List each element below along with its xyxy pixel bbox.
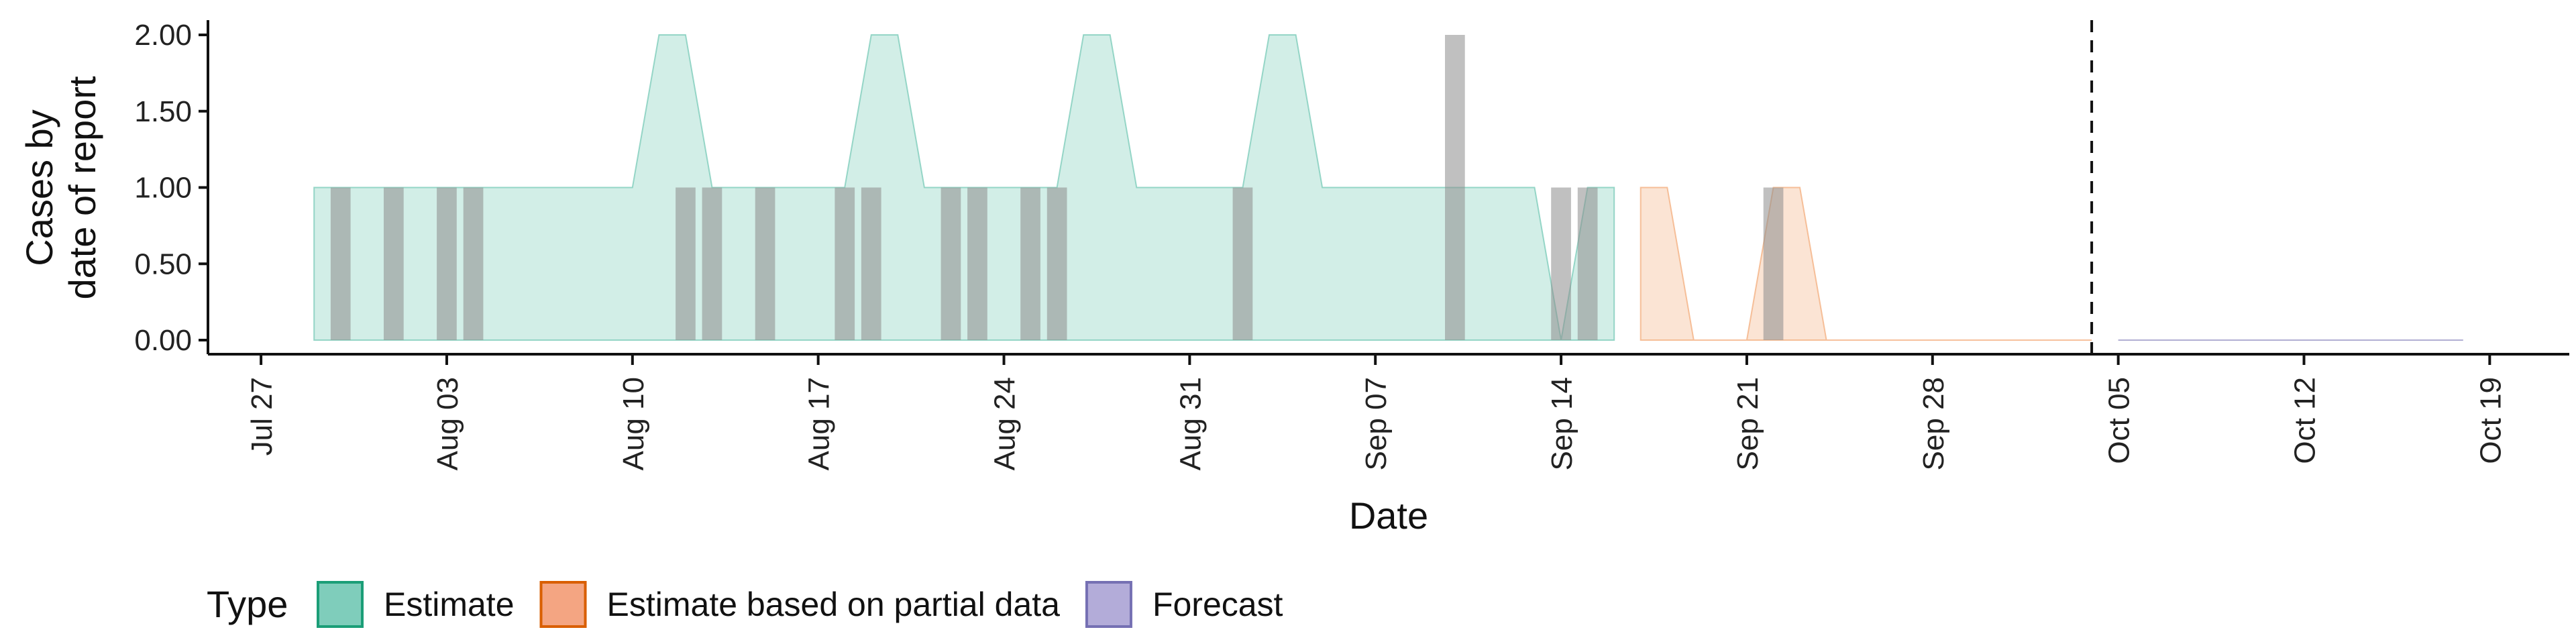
reported-bar [330, 187, 351, 340]
reported-bar [1232, 187, 1253, 340]
legend-title: Type [207, 583, 288, 625]
x-tick-label: Sep 21 [1731, 377, 1764, 470]
x-tick-label: Oct 05 [2103, 377, 2136, 464]
y-tick-label: 2.00 [134, 19, 192, 52]
reported-bar [1577, 187, 1598, 340]
x-tick-label: Aug 24 [989, 377, 1022, 470]
x-tick-label: Aug 17 [803, 377, 836, 470]
reported-bar [835, 187, 855, 340]
y-ticks: 0.00 0.50 1.00 1.50 2.00 [134, 19, 208, 357]
reported-bar [861, 187, 881, 340]
reported-bar [1020, 187, 1040, 340]
estimate-areas [313, 34, 2463, 341]
legend-swatch [539, 581, 587, 628]
x-tick-label: Sep 14 [1546, 377, 1578, 470]
y-tick-label: 1.50 [134, 95, 192, 128]
y-tick-label: 1.00 [134, 172, 192, 205]
legend-label: Forecast [1152, 586, 1283, 623]
reported-bar [967, 187, 987, 340]
x-tick-label: Oct 12 [2289, 377, 2322, 464]
legend: Type Estimate Estimate based on partial d… [207, 581, 1283, 628]
reported-bar [755, 187, 775, 340]
reported-case-bars [330, 35, 1784, 340]
legend-label: Estimate [384, 586, 515, 623]
reported-bar [702, 187, 722, 340]
x-tick-label: Oct 19 [2474, 377, 2507, 464]
x-tick-label: Sep 07 [1360, 377, 1393, 470]
reported-bar [1551, 187, 1571, 340]
y-tick-label: 0.50 [134, 248, 192, 280]
reported-bar [676, 187, 696, 340]
reported-bar [437, 187, 457, 340]
x-ticks: Jul 27 Aug 03 Aug 10 Aug 17 Aug 24 Aug 31 Sep … [246, 354, 2507, 470]
legend-swatch [317, 581, 364, 628]
area-series-0 [313, 34, 1615, 341]
x-tick-label: Jul 27 [246, 377, 278, 455]
x-tick-label: Aug 31 [1174, 377, 1207, 470]
area-series-1 [1640, 186, 2092, 341]
legend-swatch [1085, 581, 1132, 628]
x-tick-label: Aug 03 [431, 377, 464, 470]
reported-bar [463, 187, 484, 340]
y-axis-title-line-1: Cases by [18, 109, 60, 266]
reported-bar [941, 187, 961, 340]
x-tick-label: Sep 28 [1917, 377, 1950, 470]
reported-bar [1046, 187, 1067, 340]
y-tick-label: 0.00 [134, 324, 192, 357]
reported-bar [1763, 187, 1784, 340]
x-axis-title: Date [1349, 494, 1428, 537]
legend-label: Estimate based on partial data [607, 586, 1061, 623]
reported-bar [1445, 35, 1465, 340]
x-tick-label: Aug 10 [617, 377, 650, 470]
y-axis-title-line-2: date of report [61, 76, 103, 300]
reported-bar [384, 187, 404, 340]
